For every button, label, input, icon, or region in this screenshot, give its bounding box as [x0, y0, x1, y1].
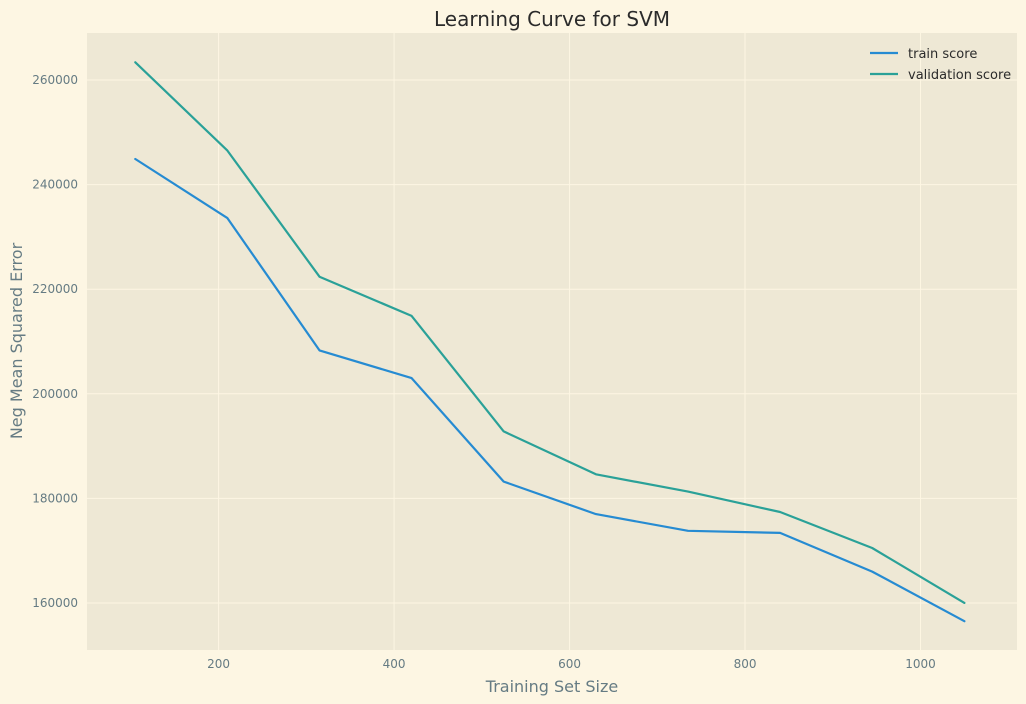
x-tick-label: 400: [383, 657, 406, 671]
grid-layer: [87, 33, 1017, 650]
x-tick-label: 600: [558, 657, 581, 671]
y-tick-label: 240000: [32, 178, 78, 192]
series-layer: [134, 61, 966, 623]
legend-label-train-score: train score: [908, 47, 977, 62]
x-tick-label: 800: [734, 657, 757, 671]
chart-title: Learning Curve for SVM: [434, 7, 670, 31]
plot-area: [87, 33, 1017, 650]
legend-label-validation-score: validation score: [908, 68, 1011, 83]
y-tick-label: 260000: [32, 73, 78, 87]
y-tick-label: 180000: [32, 491, 78, 505]
legend: train score validation score: [870, 47, 1011, 83]
y-tick-label: 200000: [32, 387, 78, 401]
series-line-train-score: [134, 157, 966, 623]
series-line-validation-score: [134, 61, 966, 605]
y-tick-label: 160000: [32, 596, 78, 610]
x-axis-label: Training Set Size: [485, 677, 618, 696]
x-axis-ticks: 200 400 600 800 1000: [207, 657, 936, 671]
x-tick-label: 200: [207, 657, 230, 671]
x-tick-label: 1000: [905, 657, 936, 671]
y-tick-label: 220000: [32, 282, 78, 296]
y-axis-ticks: 160000 180000 200000 220000 240000 260000: [32, 73, 78, 610]
y-axis-label: Neg Mean Squared Error: [7, 242, 26, 439]
